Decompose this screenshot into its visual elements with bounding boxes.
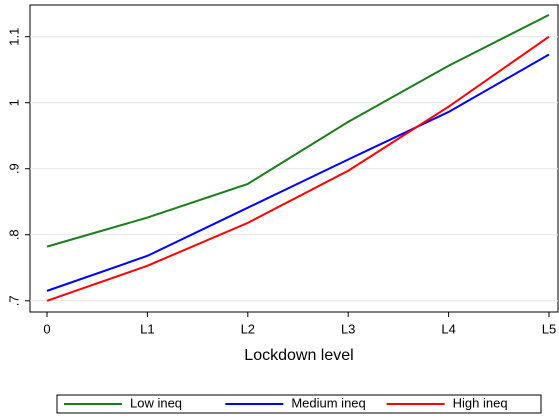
y-tick-label: 1.1 — [6, 28, 21, 46]
x-tick-label: L4 — [441, 321, 455, 336]
legend-label: Low ineq — [130, 395, 182, 410]
line-series — [46, 53, 550, 292]
plot-area — [29, 4, 559, 313]
y-tick-label: .9 — [6, 163, 21, 174]
x-tick-label: L1 — [140, 321, 154, 336]
x-axis-label: Lockdown level — [244, 347, 353, 364]
x-tick-label: 0 — [43, 321, 50, 336]
x-tick-label: L3 — [341, 321, 355, 336]
y-tick-label: 1 — [6, 99, 21, 106]
line-series — [46, 35, 550, 302]
legend-label: Medium ineq — [291, 395, 365, 410]
line-series — [46, 14, 550, 248]
x-tick-label: L2 — [241, 321, 255, 336]
y-tick-label: .8 — [6, 229, 21, 240]
x-tick-label: L5 — [542, 321, 556, 336]
legend-label: High ineq — [453, 395, 508, 410]
legend-box — [56, 394, 542, 414]
y-tick-label: .7 — [6, 295, 21, 306]
